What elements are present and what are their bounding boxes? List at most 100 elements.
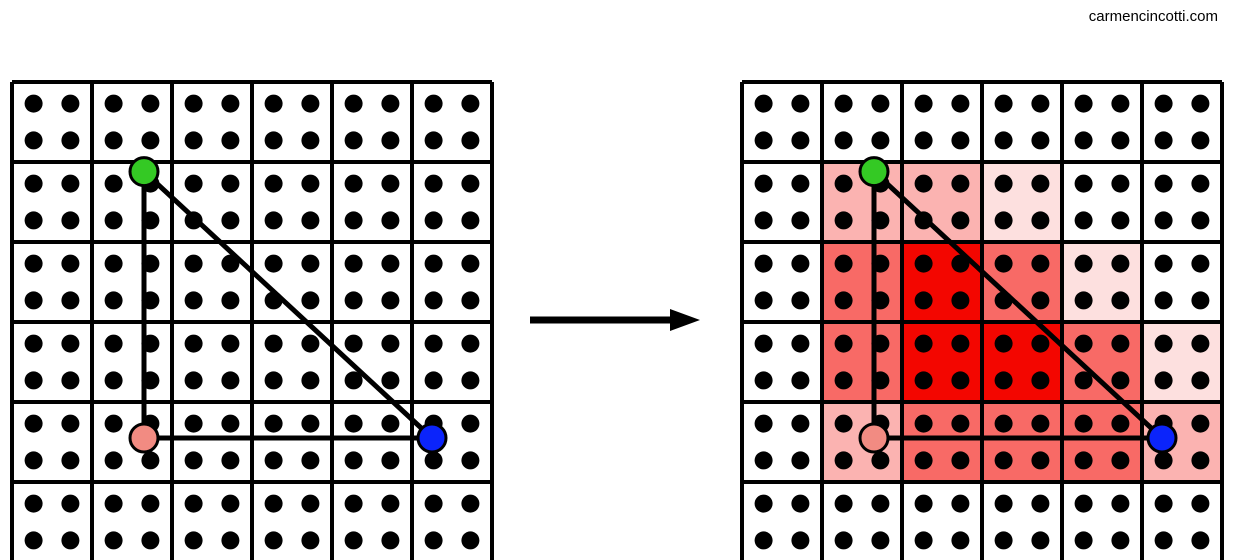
sample-dot [1155, 335, 1173, 353]
sample-dot [345, 175, 363, 193]
sample-dot [461, 451, 479, 469]
sample-dot [1155, 531, 1173, 549]
sample-dot [1191, 95, 1209, 113]
grid [12, 82, 492, 560]
sample-dot [185, 175, 203, 193]
sample-dot [1155, 371, 1173, 389]
sample-dot [915, 415, 933, 433]
sample-dot [791, 211, 809, 229]
arrow-head [670, 309, 700, 331]
sample-dot [871, 131, 889, 149]
coverage-cell [1062, 322, 1142, 402]
sample-dot [25, 131, 43, 149]
vertex-blue [1148, 424, 1176, 452]
sample-dot [25, 415, 43, 433]
diagram-stage [0, 40, 1234, 540]
sample-dot [221, 175, 239, 193]
sample-dot [221, 415, 239, 433]
sample-dot [265, 131, 283, 149]
sample-dot [265, 335, 283, 353]
sample-dot [791, 291, 809, 309]
sample-dot [755, 451, 773, 469]
sample-dot [345, 335, 363, 353]
sample-dot [835, 175, 853, 193]
sample-dot [1111, 451, 1129, 469]
sample-dot [425, 131, 443, 149]
sample-dot [461, 175, 479, 193]
sample-dot [345, 291, 363, 309]
sample-dot [1111, 175, 1129, 193]
sample-dot [1075, 451, 1093, 469]
sample-dot [301, 291, 319, 309]
sample-dot [871, 451, 889, 469]
sample-dot [871, 95, 889, 113]
sample-dot [105, 495, 123, 513]
sample-dot [871, 495, 889, 513]
sample-dot [25, 531, 43, 549]
sample-dot [1191, 371, 1209, 389]
sample-dot [791, 175, 809, 193]
sample-dot [1031, 335, 1049, 353]
sample-dot [381, 131, 399, 149]
sample-dot [185, 335, 203, 353]
sample-dot [755, 371, 773, 389]
sample-dot [915, 95, 933, 113]
sample-dot [61, 415, 79, 433]
sample-dot [1191, 291, 1209, 309]
sample-dot [185, 291, 203, 309]
sample-dot [105, 131, 123, 149]
sample-dot [105, 451, 123, 469]
sample-dot [951, 415, 969, 433]
sample-dot [915, 495, 933, 513]
sample-dot [25, 255, 43, 273]
sample-dot [1031, 95, 1049, 113]
sample-dot [345, 415, 363, 433]
sample-dot [221, 95, 239, 113]
sample-dot [425, 95, 443, 113]
sample-dot [1075, 531, 1093, 549]
sample-dot [995, 531, 1013, 549]
sample-dot [1031, 451, 1049, 469]
sample-dot [61, 175, 79, 193]
vertex-red [860, 424, 888, 452]
sample-dot [1191, 175, 1209, 193]
sample-dot [755, 211, 773, 229]
sample-dot [425, 291, 443, 309]
sample-dot [1191, 415, 1209, 433]
sample-dot [791, 95, 809, 113]
sample-dot [381, 415, 399, 433]
sample-dot [915, 531, 933, 549]
sample-dot [1155, 255, 1173, 273]
sample-dot [461, 371, 479, 389]
sample-dot [61, 211, 79, 229]
coverage-cell [902, 322, 982, 402]
sample-dot [951, 175, 969, 193]
diagram-svg [0, 40, 1234, 560]
sample-dot [1155, 495, 1173, 513]
coverage-cell [902, 242, 982, 322]
sample-dot [425, 451, 443, 469]
sample-dot [381, 451, 399, 469]
sample-dot [61, 255, 79, 273]
sample-dot [1191, 255, 1209, 273]
sample-dot [1155, 175, 1173, 193]
sample-dot [105, 95, 123, 113]
sample-dot [995, 175, 1013, 193]
sample-dot [835, 415, 853, 433]
sample-dot [221, 335, 239, 353]
sample-dot [951, 531, 969, 549]
coverage-cell [822, 242, 902, 322]
sample-dot [755, 531, 773, 549]
sample-dot [105, 531, 123, 549]
sample-dot [461, 291, 479, 309]
sample-dot [1031, 415, 1049, 433]
sample-dot [221, 531, 239, 549]
sample-dot [915, 335, 933, 353]
sample-dot [951, 211, 969, 229]
vertex-blue [418, 424, 446, 452]
sample-dot [1075, 95, 1093, 113]
sample-dot [105, 415, 123, 433]
sample-dot [61, 95, 79, 113]
sample-dot [835, 255, 853, 273]
sample-dot [345, 255, 363, 273]
